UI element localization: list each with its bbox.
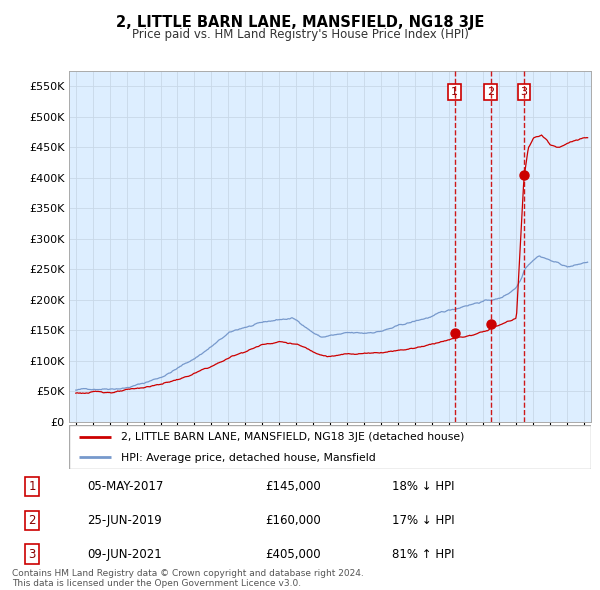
FancyBboxPatch shape [69, 425, 591, 469]
Text: 2, LITTLE BARN LANE, MANSFIELD, NG18 3JE (detached house): 2, LITTLE BARN LANE, MANSFIELD, NG18 3JE… [121, 432, 464, 442]
Text: 3: 3 [28, 548, 36, 561]
Text: This data is licensed under the Open Government Licence v3.0.: This data is licensed under the Open Gov… [12, 579, 301, 588]
Text: 25-JUN-2019: 25-JUN-2019 [87, 514, 161, 527]
Text: 1: 1 [28, 480, 36, 493]
Text: Contains HM Land Registry data © Crown copyright and database right 2024.: Contains HM Land Registry data © Crown c… [12, 569, 364, 578]
Text: £405,000: £405,000 [265, 548, 321, 561]
Text: £145,000: £145,000 [265, 480, 321, 493]
Text: 17% ↓ HPI: 17% ↓ HPI [392, 514, 455, 527]
Text: HPI: Average price, detached house, Mansfield: HPI: Average price, detached house, Mans… [121, 453, 376, 463]
Text: 18% ↓ HPI: 18% ↓ HPI [392, 480, 455, 493]
Text: 2, LITTLE BARN LANE, MANSFIELD, NG18 3JE: 2, LITTLE BARN LANE, MANSFIELD, NG18 3JE [116, 15, 484, 30]
Text: £160,000: £160,000 [265, 514, 321, 527]
Text: 81% ↑ HPI: 81% ↑ HPI [392, 548, 455, 561]
Text: 05-MAY-2017: 05-MAY-2017 [87, 480, 163, 493]
Text: 2: 2 [28, 514, 36, 527]
Text: 2: 2 [487, 87, 494, 97]
Text: Price paid vs. HM Land Registry's House Price Index (HPI): Price paid vs. HM Land Registry's House … [131, 28, 469, 41]
Text: 09-JUN-2021: 09-JUN-2021 [87, 548, 161, 561]
Text: 1: 1 [451, 87, 458, 97]
Text: 3: 3 [520, 87, 527, 97]
